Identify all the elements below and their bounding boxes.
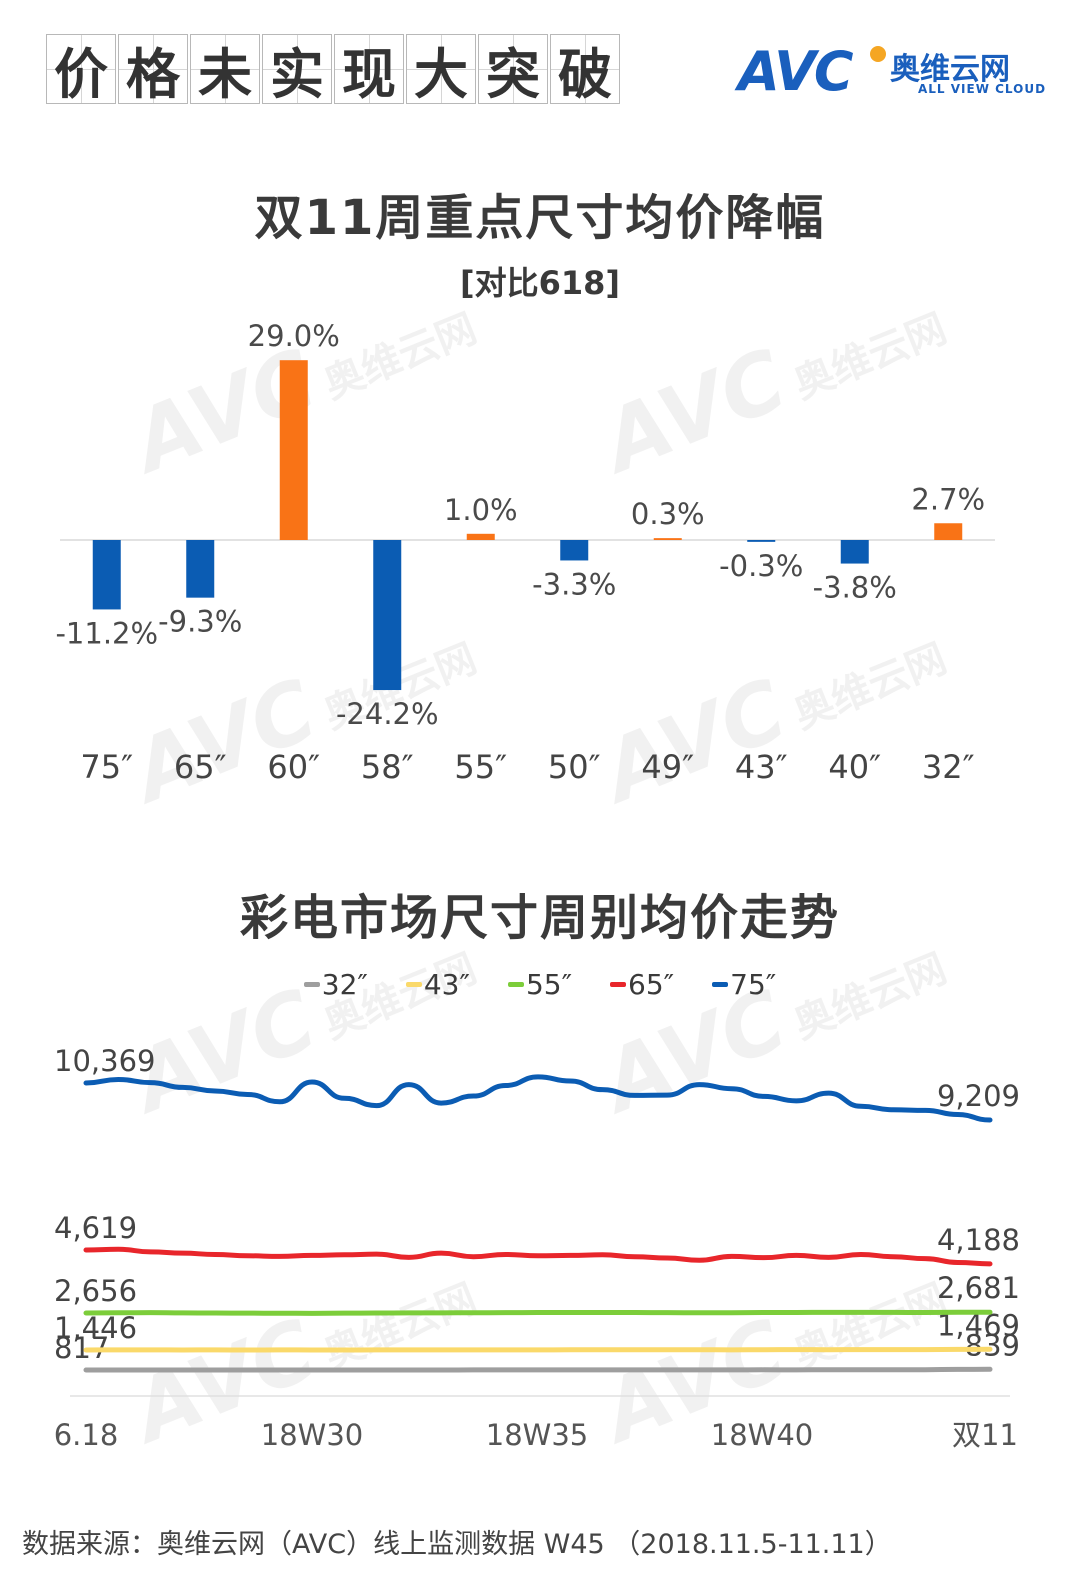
- legend-item: 32″: [303, 968, 368, 1001]
- bar: [934, 523, 963, 540]
- data-source-note: 数据来源：奥维云网（AVC）线上监测数据 W45 （2018.11.5-11.1…: [22, 1529, 892, 1560]
- bar: [747, 540, 776, 542]
- series-end-label: 9,209: [937, 1079, 1020, 1113]
- headline: 价格未实现大突破: [46, 34, 622, 106]
- series-end-label: 4,188: [937, 1223, 1020, 1257]
- legend-item: 43″: [405, 968, 470, 1001]
- bar-data-label: -3.3%: [532, 567, 616, 601]
- avc-logo: AVC 奥维云网 ALL VIEW CLOUD: [738, 40, 1068, 103]
- bar: [840, 540, 869, 564]
- series-line-4: [83, 1074, 993, 1123]
- bar-data-label: -9.3%: [158, 605, 242, 639]
- bar-category-label: 49″: [641, 748, 694, 786]
- x-tick-label: 6.18: [54, 1418, 119, 1452]
- bar: [653, 538, 682, 540]
- series-line-2: [83, 1309, 993, 1316]
- headline-char: 大: [406, 34, 476, 106]
- bar-category-label: 55″: [454, 748, 507, 786]
- x-tick-label: 18W40: [711, 1418, 813, 1452]
- bar-data-label: -11.2%: [55, 616, 158, 650]
- bar-category-label: 60″: [267, 748, 320, 786]
- bar-data-label: -0.3%: [719, 549, 803, 583]
- logo-en-text: ALL VIEW CLOUD: [918, 82, 1047, 96]
- line-chart-title: 彩电市场尺寸周别均价走势: [239, 890, 840, 946]
- x-tick-label: 18W30: [261, 1418, 363, 1452]
- logo-accent-dot: [870, 46, 886, 62]
- legend-label: 65″: [628, 968, 675, 1001]
- bar-category-label: 32″: [922, 748, 975, 786]
- bar-data-label: 2.7%: [911, 482, 985, 516]
- bar-category-label: 75″: [80, 748, 133, 786]
- legend-label: 55″: [525, 968, 573, 1001]
- logo-cn-text: 奥维云网: [890, 52, 1010, 87]
- line-chart-legend: 32″ 43″ 55″ 65″ 75″: [0, 968, 1080, 1001]
- legend-label: 43″: [423, 968, 470, 1001]
- legend-swatch: [303, 982, 320, 987]
- bar-category-label: 58″: [361, 748, 414, 786]
- headline-char: 格: [118, 34, 188, 106]
- bar-category-label: 43″: [735, 748, 788, 786]
- bar: [466, 533, 495, 540]
- bar-data-label: 0.3%: [631, 497, 705, 531]
- bar-data-label: -24.2%: [336, 697, 439, 731]
- legend-swatch: [712, 982, 729, 987]
- bar-category-label: 65″: [174, 748, 227, 786]
- bar-data-label: 1.0%: [444, 493, 518, 527]
- bar-category-label: 40″: [828, 748, 881, 786]
- series-line-1: [83, 1346, 993, 1353]
- legend-swatch: [405, 982, 422, 987]
- logo-avc-text: AVC: [738, 40, 854, 103]
- legend-label: 75″: [730, 968, 777, 1001]
- bar: [279, 360, 308, 540]
- series-start-label: 10,369: [54, 1044, 155, 1078]
- headline-char: 未: [190, 34, 260, 106]
- legend-item: 75″: [712, 968, 776, 1001]
- series-end-label: 839: [965, 1328, 1020, 1362]
- headline-char: 价: [46, 34, 116, 106]
- headline-char: 实: [262, 34, 332, 106]
- series-line-3: [83, 1246, 993, 1267]
- x-tick-label: 双11: [952, 1418, 1018, 1452]
- series-line-0: [83, 1366, 993, 1373]
- bar: [186, 540, 215, 598]
- bar-category-label: 50″: [548, 748, 601, 786]
- bar: [373, 540, 402, 691]
- series-start-label: 2,656: [54, 1274, 137, 1308]
- legend-item: 65″: [610, 968, 674, 1001]
- series-start-label: 1,446: [54, 1311, 137, 1345]
- x-tick-label: 18W35: [486, 1418, 588, 1452]
- series-start-label: 4,619: [54, 1211, 137, 1245]
- legend-label: 32″: [321, 968, 368, 1001]
- bar-data-label: 29.0%: [248, 319, 340, 353]
- legend-swatch: [507, 982, 524, 987]
- legend-swatch: [610, 982, 627, 987]
- headline-char: 破: [550, 34, 620, 106]
- headline-char: 突: [478, 34, 548, 106]
- bar-chart-title: 双11周重点尺寸均价降幅: [254, 190, 826, 246]
- bar: [560, 540, 589, 561]
- bar-chart-subtitle: [对比618]: [459, 264, 621, 302]
- headline-char: 现: [334, 34, 404, 106]
- bar-data-label: -3.8%: [813, 571, 897, 605]
- series-end-label: 2,681: [937, 1271, 1020, 1305]
- bar-chart: -11.2% 75″ -9.3% 65″ 29.0% 60″ -24.2% 58″ 1.0% 55…: [55, 319, 995, 786]
- bar: [92, 540, 121, 610]
- legend-item: 55″: [507, 968, 573, 1001]
